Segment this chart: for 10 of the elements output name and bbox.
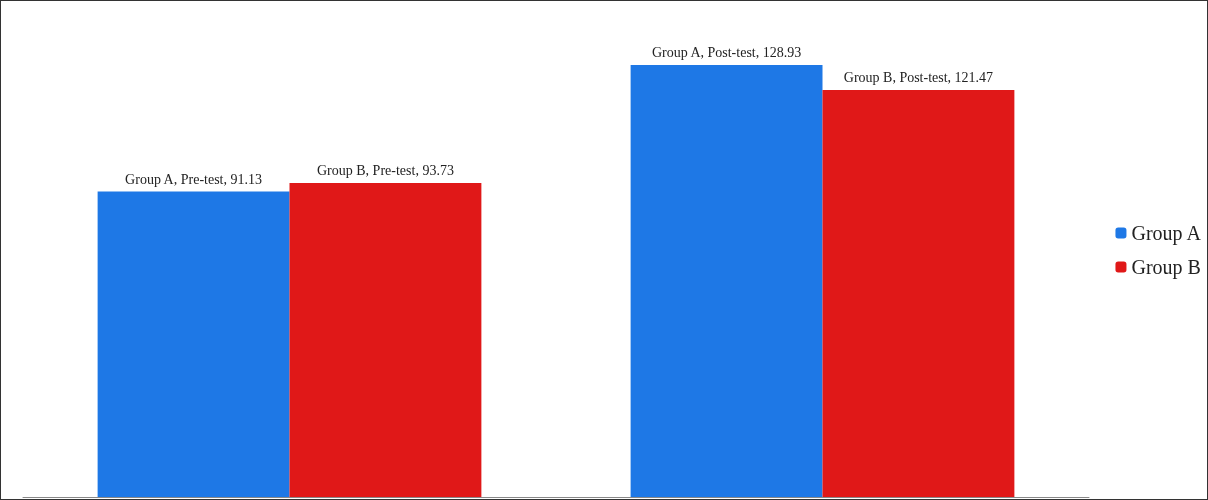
bar (97, 191, 290, 497)
data-label: Group B, Pre-test, 93.73 (316, 163, 454, 179)
bar (289, 182, 482, 497)
data-label: Group A, Post-test, 128.93 (651, 45, 802, 61)
legend-label: Group B (1131, 256, 1201, 279)
bar (630, 64, 823, 497)
data-label: Group A, Pre-test, 91.13 (125, 172, 263, 188)
data-label: Group B, Post-test, 121.47 (843, 70, 994, 86)
bar (822, 89, 1015, 497)
legend-label: Group A (1131, 222, 1202, 245)
